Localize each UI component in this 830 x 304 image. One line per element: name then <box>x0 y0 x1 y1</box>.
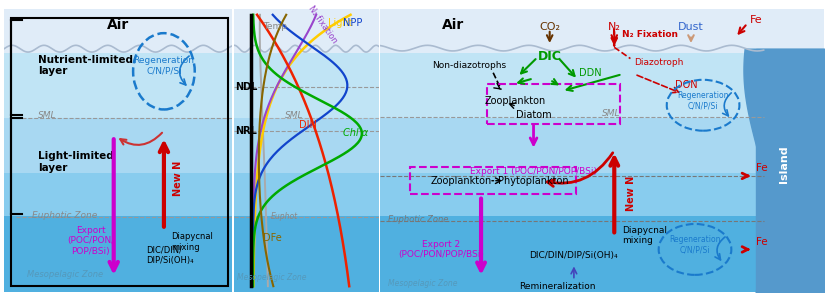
Text: N₂ Fixation: N₂ Fixation <box>622 30 678 39</box>
Text: NDL: NDL <box>236 82 258 92</box>
Bar <box>4 173 232 216</box>
Text: New N: New N <box>173 161 183 196</box>
Text: DFe: DFe <box>263 233 282 243</box>
Text: DIN: DIN <box>300 120 317 130</box>
Text: Regeneration
C/N/P/Si: Regeneration C/N/P/Si <box>669 236 720 255</box>
Text: DIC: DIC <box>538 50 562 63</box>
Text: Dust: Dust <box>678 22 704 32</box>
Text: Mesopelagic Zone: Mesopelagic Zone <box>388 279 457 288</box>
Text: Non-diazotrophs: Non-diazotrophs <box>432 61 506 70</box>
Text: Diapycnal
mixing: Diapycnal mixing <box>171 233 212 252</box>
Bar <box>234 53 379 118</box>
Text: SML: SML <box>285 111 304 120</box>
Bar <box>380 9 824 53</box>
Text: Diatom: Diatom <box>515 110 551 120</box>
Text: Regeneration
C/N/P/Si: Regeneration C/N/P/Si <box>677 91 729 111</box>
Bar <box>380 118 824 173</box>
Text: Export 2
(POC/PON/POP/BSi): Export 2 (POC/PON/POP/BSi) <box>398 240 484 259</box>
Text: Zooplankton: Zooplankton <box>430 176 491 186</box>
Text: CO₂: CO₂ <box>540 22 560 32</box>
Text: N₂: N₂ <box>608 22 621 32</box>
Text: Nutrient-limited
layer: Nutrient-limited layer <box>38 55 134 77</box>
Text: Light: Light <box>329 18 353 28</box>
Bar <box>234 173 379 216</box>
Text: DIC/DIN/
DIP/Si(OH)₄: DIC/DIN/ DIP/Si(OH)₄ <box>146 245 193 265</box>
Text: NPP: NPP <box>343 18 362 28</box>
Text: Diazotroph: Diazotroph <box>634 58 684 67</box>
Bar <box>4 118 232 173</box>
Text: Fe: Fe <box>755 163 767 173</box>
Text: Air: Air <box>107 18 129 32</box>
Text: DON: DON <box>675 81 697 91</box>
Text: Export
(POC/PON/
POP/BSi): Export (POC/PON/ POP/BSi) <box>67 226 115 256</box>
Text: Island: Island <box>779 146 788 183</box>
Text: Mesopelagic Zone: Mesopelagic Zone <box>237 273 306 282</box>
Text: Regeneration
C/N/P/Si: Regeneration C/N/P/Si <box>134 56 194 75</box>
Text: Euphotic Zone: Euphotic Zone <box>388 215 448 224</box>
Text: Phytoplankton: Phytoplankton <box>498 176 569 186</box>
Text: DDN: DDN <box>579 68 602 78</box>
Bar <box>4 9 232 53</box>
Text: Light-limited
layer: Light-limited layer <box>38 151 115 173</box>
Bar <box>380 173 824 216</box>
Text: New N: New N <box>627 175 637 210</box>
Bar <box>380 216 824 292</box>
Bar <box>234 216 379 292</box>
Text: Mesopelagic Zone: Mesopelagic Zone <box>27 270 103 279</box>
Text: Remineralization: Remineralization <box>520 282 596 291</box>
Polygon shape <box>755 49 824 292</box>
Text: DIC/DIN/DIP/Si(OH)₄: DIC/DIN/DIP/Si(OH)₄ <box>530 250 618 260</box>
Text: Chl α: Chl α <box>343 128 369 138</box>
Bar <box>4 216 232 292</box>
Bar <box>380 53 824 118</box>
Text: Euphot: Euphot <box>271 212 297 221</box>
Text: SML: SML <box>38 111 57 120</box>
Bar <box>234 9 379 53</box>
Text: Air: Air <box>442 18 464 32</box>
Text: Fe: Fe <box>749 16 762 26</box>
Text: Euphotic Zone: Euphotic Zone <box>32 211 97 220</box>
Text: SML: SML <box>603 109 621 118</box>
Text: Temp: Temp <box>263 22 287 31</box>
Text: NRL: NRL <box>236 126 257 136</box>
Text: N₂ fixation: N₂ fixation <box>307 4 339 45</box>
Bar <box>4 53 232 118</box>
Text: Zooplankton: Zooplankton <box>485 96 546 106</box>
Bar <box>234 118 379 173</box>
Text: Export 1 (POC/PON/POP/BSi): Export 1 (POC/PON/POP/BSi) <box>470 167 597 176</box>
Text: Diapycnal
mixing: Diapycnal mixing <box>622 226 667 245</box>
Text: Fe: Fe <box>755 237 767 247</box>
